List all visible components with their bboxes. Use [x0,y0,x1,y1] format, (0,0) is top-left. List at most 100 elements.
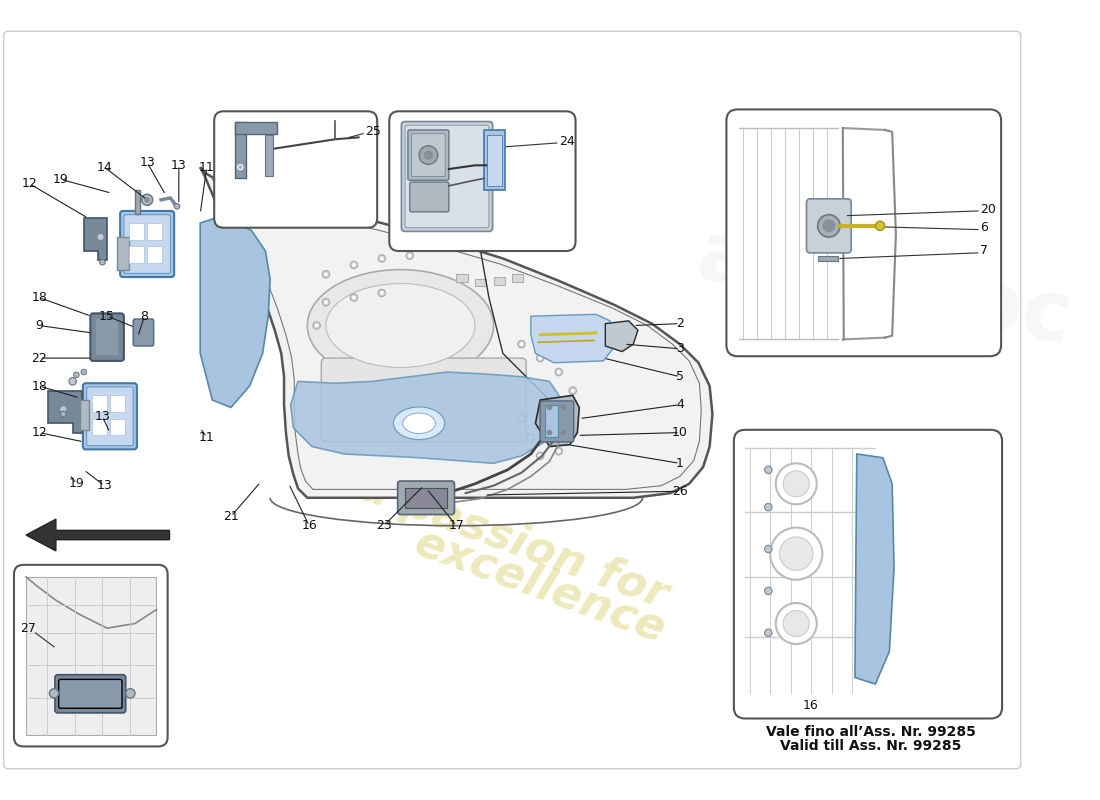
Circle shape [324,300,328,304]
Circle shape [764,629,772,637]
Text: 18: 18 [31,379,47,393]
Polygon shape [200,218,271,407]
Circle shape [547,405,552,410]
Circle shape [537,354,543,362]
Circle shape [50,689,58,698]
Text: 14: 14 [97,161,112,174]
Text: 27: 27 [21,622,36,634]
Bar [92,418,107,435]
FancyBboxPatch shape [87,387,133,446]
Ellipse shape [326,283,475,367]
Bar [110,395,124,412]
Text: 5: 5 [675,370,684,383]
Text: 7: 7 [980,245,988,258]
Text: 18: 18 [31,291,47,304]
Bar [118,237,129,270]
Text: 6: 6 [980,222,988,234]
Bar [147,246,162,263]
Ellipse shape [394,407,444,439]
Polygon shape [531,314,615,362]
Bar [96,319,119,355]
Text: una passion for: una passion for [295,444,674,617]
Circle shape [518,415,525,422]
Circle shape [100,259,106,265]
FancyBboxPatch shape [408,130,449,180]
Circle shape [419,146,438,164]
Circle shape [81,370,87,375]
Circle shape [780,537,813,570]
Bar [817,256,838,262]
Circle shape [557,370,561,374]
Circle shape [97,234,104,241]
Text: 15: 15 [99,310,116,322]
Circle shape [60,411,66,417]
Circle shape [379,257,384,260]
Circle shape [538,356,542,360]
Text: 13: 13 [95,410,110,423]
Text: 19: 19 [68,478,85,490]
FancyBboxPatch shape [120,211,174,277]
FancyBboxPatch shape [124,214,170,274]
Circle shape [556,447,562,455]
Text: 12: 12 [31,426,47,439]
Text: 20: 20 [980,202,996,215]
Text: 22: 22 [31,351,47,365]
Circle shape [424,150,433,160]
Circle shape [379,291,384,294]
Circle shape [408,254,411,258]
Bar [544,405,558,438]
Text: 11: 11 [199,430,214,444]
FancyBboxPatch shape [405,126,488,228]
Circle shape [315,324,319,327]
Circle shape [352,263,355,267]
Text: excellence: excellence [409,521,672,652]
FancyBboxPatch shape [806,199,851,253]
FancyBboxPatch shape [734,430,1002,718]
FancyBboxPatch shape [389,111,575,251]
Text: 13: 13 [170,159,187,172]
Circle shape [406,252,414,259]
Bar [456,274,468,282]
FancyBboxPatch shape [726,110,1001,356]
Polygon shape [48,390,82,433]
FancyBboxPatch shape [410,182,449,212]
Ellipse shape [403,413,436,434]
Bar [494,277,505,285]
Circle shape [142,194,153,206]
Circle shape [322,270,330,278]
Circle shape [537,452,543,460]
Circle shape [538,454,542,458]
Ellipse shape [307,270,494,382]
Circle shape [823,219,835,232]
Polygon shape [200,167,713,498]
Circle shape [783,470,810,497]
Circle shape [378,289,386,297]
Text: 11: 11 [199,161,214,174]
Circle shape [125,689,135,698]
Text: 2: 2 [675,317,684,330]
Circle shape [529,435,532,439]
Circle shape [527,434,535,441]
Circle shape [770,527,823,580]
Circle shape [764,587,772,594]
Text: 3: 3 [675,342,684,355]
Circle shape [556,368,562,376]
Circle shape [783,610,810,637]
FancyBboxPatch shape [540,401,574,442]
Circle shape [776,463,816,504]
Polygon shape [855,454,894,684]
Circle shape [59,406,67,413]
Circle shape [350,294,358,302]
Text: 4: 4 [675,398,684,411]
Bar [135,190,140,214]
FancyBboxPatch shape [58,679,122,708]
FancyBboxPatch shape [82,383,136,450]
FancyBboxPatch shape [321,358,526,442]
Bar [475,279,486,286]
Text: 10: 10 [672,426,688,439]
FancyBboxPatch shape [90,314,124,361]
Circle shape [764,466,772,474]
Bar [234,122,276,134]
Circle shape [764,546,772,553]
Circle shape [561,430,566,435]
